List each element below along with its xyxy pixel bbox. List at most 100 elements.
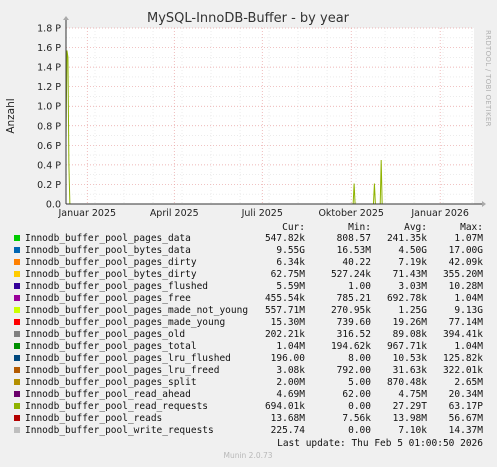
legend-row: Innodb_buffer_pool_pages_free 455.54k 785.… xyxy=(14,293,483,304)
legend-swatch xyxy=(14,295,20,301)
legend-row: Innodb_buffer_pool_read_ahead 4.69M 62.00 4… xyxy=(14,389,483,400)
x-tick-label: April 2025 xyxy=(150,208,199,219)
legend-name: Innodb_buffer_pool_pages_made_young xyxy=(25,317,225,328)
legend-max: 77.14M xyxy=(449,317,484,328)
y-axis-arrow xyxy=(63,16,69,20)
legend-min: 792.00 xyxy=(337,365,372,376)
legend-max: 20.34M xyxy=(449,389,484,400)
legend-name: Innodb_buffer_pool_write_requests xyxy=(25,425,214,436)
legend-max: 56.67M xyxy=(449,413,484,424)
column-min: Min: xyxy=(348,222,371,233)
legend-row: Innodb_buffer_pool_pages_dirty 6.34k 40.22… xyxy=(14,257,483,268)
legend-cur: 2.00M xyxy=(276,377,305,388)
legend-min: 5.00 xyxy=(348,377,371,388)
legend-swatch xyxy=(14,235,20,241)
legend-max: 322.01k xyxy=(443,365,483,376)
legend-swatch xyxy=(14,331,20,337)
legend-name: Innodb_buffer_pool_pages_dirty xyxy=(25,257,197,268)
legend-cur: 557.71M xyxy=(265,305,305,316)
legend-row: Innodb_buffer_pool_bytes_data 9.55G 16.53M… xyxy=(14,245,483,256)
y-tick-label: 1.6 P xyxy=(37,43,61,54)
legend-min: 16.53M xyxy=(337,245,372,256)
legend-cur: 455.54k xyxy=(265,293,305,304)
legend-avg: 1.25G xyxy=(398,305,427,316)
legend-min: 1.00 xyxy=(348,281,371,292)
legend-avg: 692.78k xyxy=(387,293,427,304)
legend-name: Innodb_buffer_pool_reads xyxy=(25,413,162,424)
legend-row: Innodb_buffer_pool_read_requests 694.01k 0… xyxy=(14,401,483,412)
legend-min: 62.00 xyxy=(342,389,371,400)
legend-avg: 241.35k xyxy=(387,233,427,244)
y-tick-label: 0.0 xyxy=(46,200,61,211)
legend-swatch xyxy=(14,319,20,325)
legend-row: Innodb_buffer_pool_pages_lru_flushed 196.… xyxy=(14,353,483,364)
legend-cur: 4.69M xyxy=(276,389,305,400)
y-tick-label: 0.4 P xyxy=(37,160,61,171)
legend-cur: 1.04M xyxy=(276,341,305,352)
legend-min: 40.22 xyxy=(342,257,371,268)
rrdtool-credit: RRDTOOL / TOBI OETIKER xyxy=(484,30,492,127)
legend-max: 355.20M xyxy=(443,269,483,280)
legend-name: Innodb_buffer_pool_read_ahead xyxy=(25,389,191,400)
munin-version: Munin 2.0.73 xyxy=(223,451,272,460)
legend-name: Innodb_buffer_pool_bytes_dirty xyxy=(25,269,197,280)
x-tick-label: Januar 2026 xyxy=(410,208,469,219)
legend-max: 9.13G xyxy=(454,305,483,316)
legend-max: 125.82k xyxy=(443,353,483,364)
legend-swatch xyxy=(14,283,20,289)
legend-cur: 9.55G xyxy=(276,245,305,256)
x-tick-labels: Januar 2025 April 2025 Juli 2025 Oktober 20… xyxy=(57,208,468,219)
minor-grid xyxy=(65,28,474,204)
legend-swatch xyxy=(14,343,20,349)
y-tick-label: 0.2 P xyxy=(37,180,61,191)
legend-name: Innodb_buffer_pool_pages_lru_flushed xyxy=(25,353,231,364)
legend-swatch xyxy=(14,415,20,421)
legend-swatch xyxy=(14,355,20,361)
legend-max: 17.00G xyxy=(449,245,484,256)
major-grid xyxy=(66,27,474,204)
legend-name: Innodb_buffer_pool_pages_made_not_young xyxy=(25,305,248,316)
column-avg: Avg: xyxy=(404,222,427,233)
x-tick-label: Januar 2025 xyxy=(57,208,116,219)
legend-avg: 31.63k xyxy=(393,365,428,376)
legend-name: Innodb_buffer_pool_pages_flushed xyxy=(25,281,208,292)
legend-row: Innodb_buffer_pool_write_requests 225.74 0… xyxy=(14,425,483,436)
legend-max: 14.37M xyxy=(449,425,484,436)
legend-row: Innodb_buffer_pool_pages_data 547.82k 808.… xyxy=(14,233,483,244)
legend-cur: 3.08k xyxy=(276,365,305,376)
y-tick-label: 0.6 P xyxy=(37,141,61,152)
legend-max: 1.04M xyxy=(454,341,483,352)
legend-swatch xyxy=(14,403,20,409)
legend-max: 42.09k xyxy=(449,257,484,268)
legend-header: Cur: Min: Avg: Max: xyxy=(282,222,483,233)
legend-name: Innodb_buffer_pool_read_requests xyxy=(25,401,208,412)
legend-swatch xyxy=(14,379,20,385)
y-tick-label: 1.4 P xyxy=(37,63,61,74)
y-tick-label: 1.8 P xyxy=(37,24,61,35)
legend-avg: 89.08k xyxy=(393,329,428,340)
legend-swatch xyxy=(14,427,20,433)
legend-max: 63.17P xyxy=(449,401,484,412)
legend-avg: 7.10k xyxy=(398,425,427,436)
y-tick-labels: 0.0 0.2 P 0.4 P 0.6 P 0.8 P 1.0 P 1.2 P 1.4 P 1.… xyxy=(37,24,61,211)
legend-avg: 7.19k xyxy=(398,257,427,268)
legend-row: Innodb_buffer_pool_bytes_dirty 62.75M 527.… xyxy=(14,269,483,280)
legend-name: Innodb_buffer_pool_pages_split xyxy=(25,377,197,388)
legend-avg: 870.48k xyxy=(387,377,427,388)
legend-min: 739.60 xyxy=(337,317,372,328)
legend-min: 194.62k xyxy=(331,341,371,352)
legend-cur: 202.21k xyxy=(265,329,305,340)
legend-row: Innodb_buffer_pool_pages_made_not_young 5… xyxy=(14,305,483,316)
column-max: Max: xyxy=(460,222,483,233)
legend-cur: 62.75M xyxy=(271,269,306,280)
legend-row: Innodb_buffer_pool_pages_total 1.04M 194.6… xyxy=(14,341,483,352)
y-axis-label: Anzahl xyxy=(5,98,17,133)
y-tick-label: 1.0 P xyxy=(37,102,61,113)
legend-min: 270.95k xyxy=(331,305,371,316)
legend-cur: 5.59M xyxy=(276,281,305,292)
legend-row: Innodb_buffer_pool_pages_flushed 5.59M 1.0… xyxy=(14,281,483,292)
axes xyxy=(63,16,486,207)
legend-avg: 4.50G xyxy=(398,245,427,256)
x-axis-arrow xyxy=(482,201,486,207)
